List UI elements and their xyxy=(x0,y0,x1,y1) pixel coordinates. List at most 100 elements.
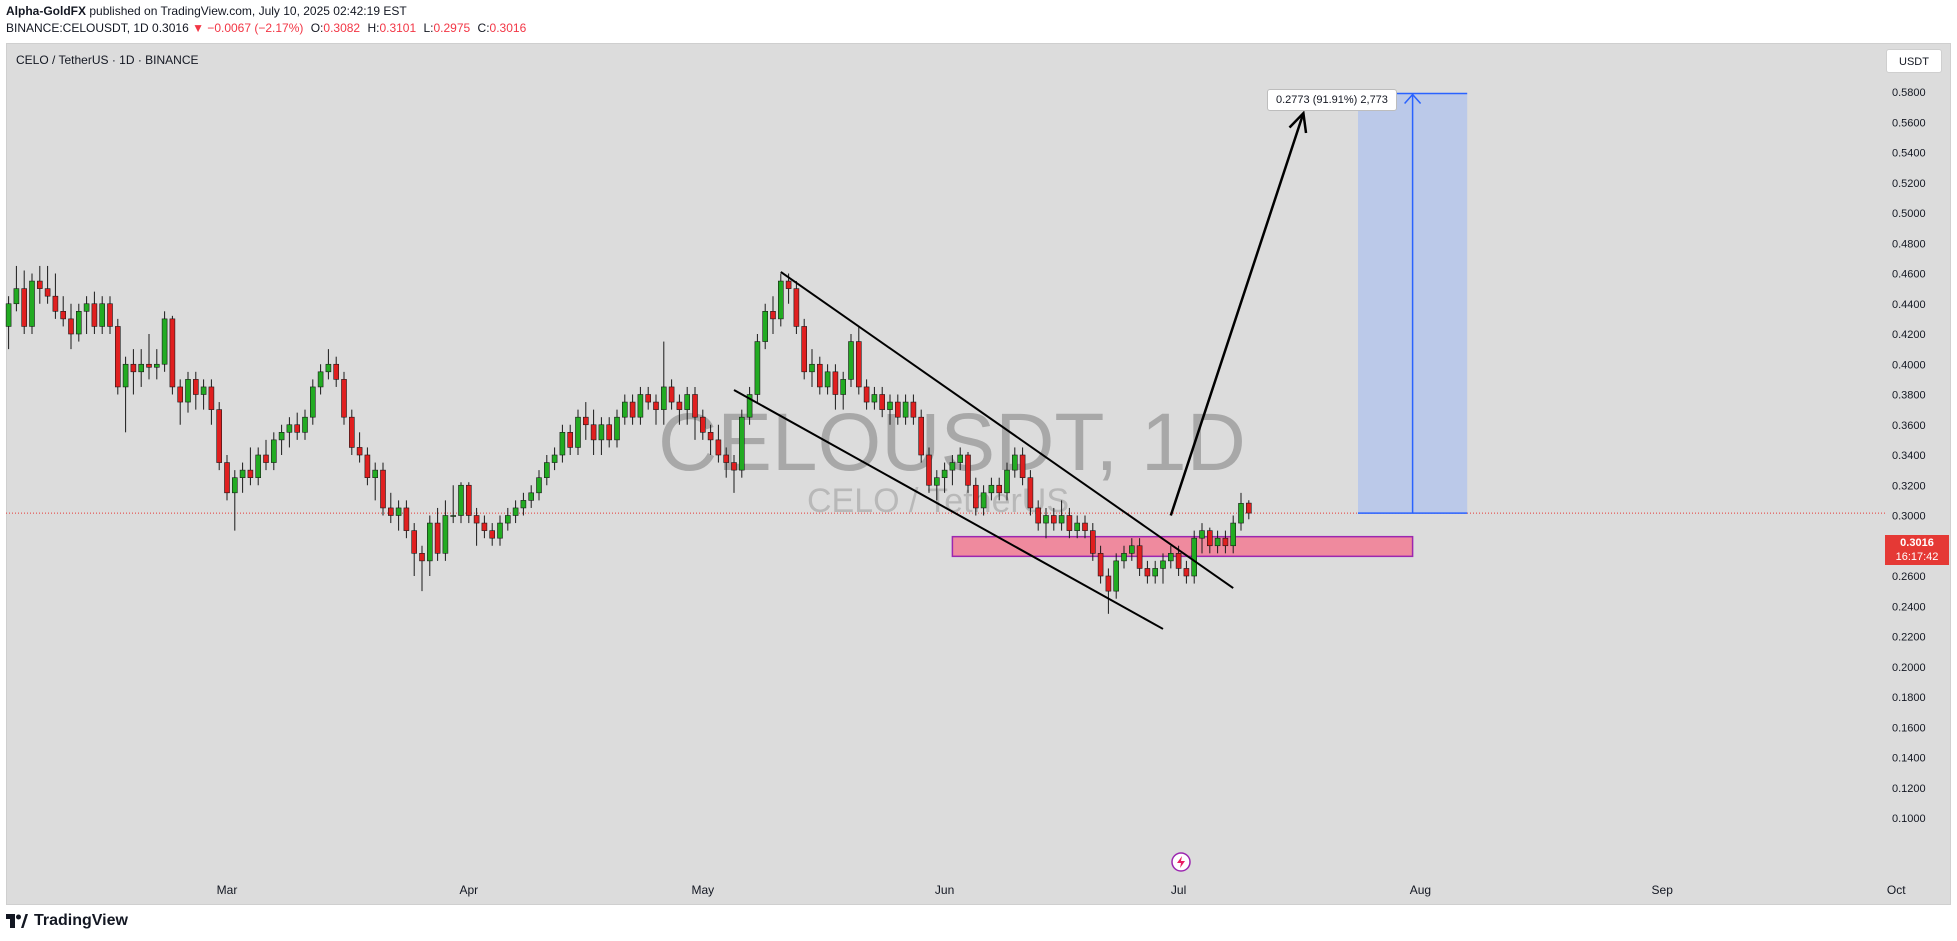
y-tick-label: 0.5000 xyxy=(1892,208,1926,220)
y-tick-label: 0.5600 xyxy=(1892,117,1926,129)
candle-body xyxy=(1246,502,1252,514)
support-zone xyxy=(951,535,1414,558)
candle-body xyxy=(1019,454,1026,478)
candle-body xyxy=(777,280,784,320)
x-tick-label: Jul xyxy=(1171,883,1186,897)
candle-body xyxy=(832,371,839,395)
y-tick-label: 0.4800 xyxy=(1892,238,1926,250)
candle-body xyxy=(699,416,706,433)
target-measure-arrow xyxy=(1404,93,1422,105)
candle-body xyxy=(863,386,870,403)
x-axis[interactable]: Mar Apr May Jun Jul Aug Sep Oct xyxy=(217,883,1907,897)
candle-body xyxy=(1214,537,1221,547)
candle-body xyxy=(606,424,613,441)
candle-body xyxy=(957,454,964,463)
candle-body xyxy=(972,484,979,509)
candle-body xyxy=(1074,522,1080,531)
candle-body xyxy=(965,454,971,486)
close-label: C: xyxy=(477,21,490,35)
candle-body xyxy=(216,409,222,463)
candle-body xyxy=(333,363,340,380)
flash-icon[interactable] xyxy=(1171,852,1191,872)
candle-body xyxy=(489,530,496,539)
y-tick-label: 0.3400 xyxy=(1892,450,1926,462)
x-tick-label: Mar xyxy=(217,883,238,897)
footer-brand: TradingView xyxy=(34,912,128,929)
low-label: L: xyxy=(423,21,434,35)
price-tag-value: 0.3016 xyxy=(1900,537,1934,549)
candle-body xyxy=(497,522,503,539)
y-axis[interactable]: 0.60000.58000.56000.54000.52000.50000.48… xyxy=(1892,57,1926,825)
candle-body xyxy=(364,454,371,478)
y-tick-label: 0.3600 xyxy=(1892,420,1926,432)
candle-body xyxy=(372,469,379,478)
candle-body xyxy=(801,326,808,373)
high-label: H: xyxy=(367,21,380,35)
published-text: published on TradingView.com, July 10, 2… xyxy=(89,4,407,18)
candle-body xyxy=(660,386,667,410)
candle-body xyxy=(1144,568,1151,577)
symbol-label[interactable]: CELO / TetherUS · 1D · BINANCE xyxy=(16,53,199,67)
candle-body xyxy=(504,515,511,524)
y-tick-label: 0.4200 xyxy=(1892,329,1926,341)
chart-frame[interactable] xyxy=(6,43,1951,905)
candle-body xyxy=(473,515,480,524)
candle-body xyxy=(598,424,605,441)
candle-body xyxy=(395,507,402,516)
trendline xyxy=(780,271,1234,589)
price-tag-countdown: 16:17:42 xyxy=(1895,551,1939,563)
candle-body xyxy=(294,424,301,433)
author-name[interactable]: Alpha-GoldFX xyxy=(6,4,86,18)
projection-arrow xyxy=(1169,112,1305,516)
candle-body xyxy=(1051,515,1057,524)
y-tick-label: 0.2000 xyxy=(1892,662,1926,674)
candle-body xyxy=(855,341,862,388)
candle-body xyxy=(512,507,519,516)
candle-body xyxy=(465,484,472,516)
candle-body xyxy=(380,469,386,509)
candle-body xyxy=(1222,537,1229,547)
candle-body xyxy=(996,484,1003,494)
candle-body xyxy=(746,394,753,418)
high-value: 0.3101 xyxy=(379,21,417,35)
candle-body xyxy=(442,515,449,554)
candle-body xyxy=(44,288,51,297)
candle-body xyxy=(29,280,35,327)
candle-body xyxy=(543,462,550,478)
tradingview-logo[interactable]: TradingView xyxy=(6,912,128,930)
candle-body xyxy=(1129,545,1135,554)
candle-body xyxy=(1230,522,1236,547)
candle-body xyxy=(559,432,566,456)
x-tick-label: Sep xyxy=(1652,883,1674,897)
candle-body xyxy=(988,484,995,494)
candle-body xyxy=(341,379,347,418)
candle-body xyxy=(115,326,121,388)
candle-body xyxy=(107,303,113,327)
last-price: 0.3016 xyxy=(152,21,189,35)
chart-header-line2: BINANCE:CELOUSDT, 1D 0.3016 ▼ −0.0067 (−… xyxy=(6,21,526,35)
currency-button[interactable]: USDT xyxy=(1886,49,1942,73)
candle-body xyxy=(1043,515,1049,524)
candle-body xyxy=(208,386,215,410)
candle-body xyxy=(770,311,776,320)
candle-body xyxy=(200,386,207,395)
candle-body xyxy=(707,432,714,441)
candle-body xyxy=(177,386,183,403)
candle-body xyxy=(239,469,246,478)
candle-body xyxy=(1175,553,1182,569)
candle-body xyxy=(52,295,59,312)
candle-body xyxy=(582,416,589,426)
candle-body xyxy=(926,454,932,486)
candle-body xyxy=(894,401,901,418)
low-value: 0.2975 xyxy=(433,21,471,35)
y-tick-label: 0.5400 xyxy=(1892,148,1926,160)
candle-body xyxy=(621,401,628,418)
candle-body xyxy=(1066,515,1073,531)
candle-body xyxy=(302,416,308,433)
candle-body xyxy=(809,363,815,373)
x-tick-label: Oct xyxy=(1887,883,1906,897)
candles xyxy=(5,265,1252,614)
drawings-back xyxy=(6,92,1885,558)
watermark-name: CELO / TetherUS xyxy=(807,482,1069,520)
